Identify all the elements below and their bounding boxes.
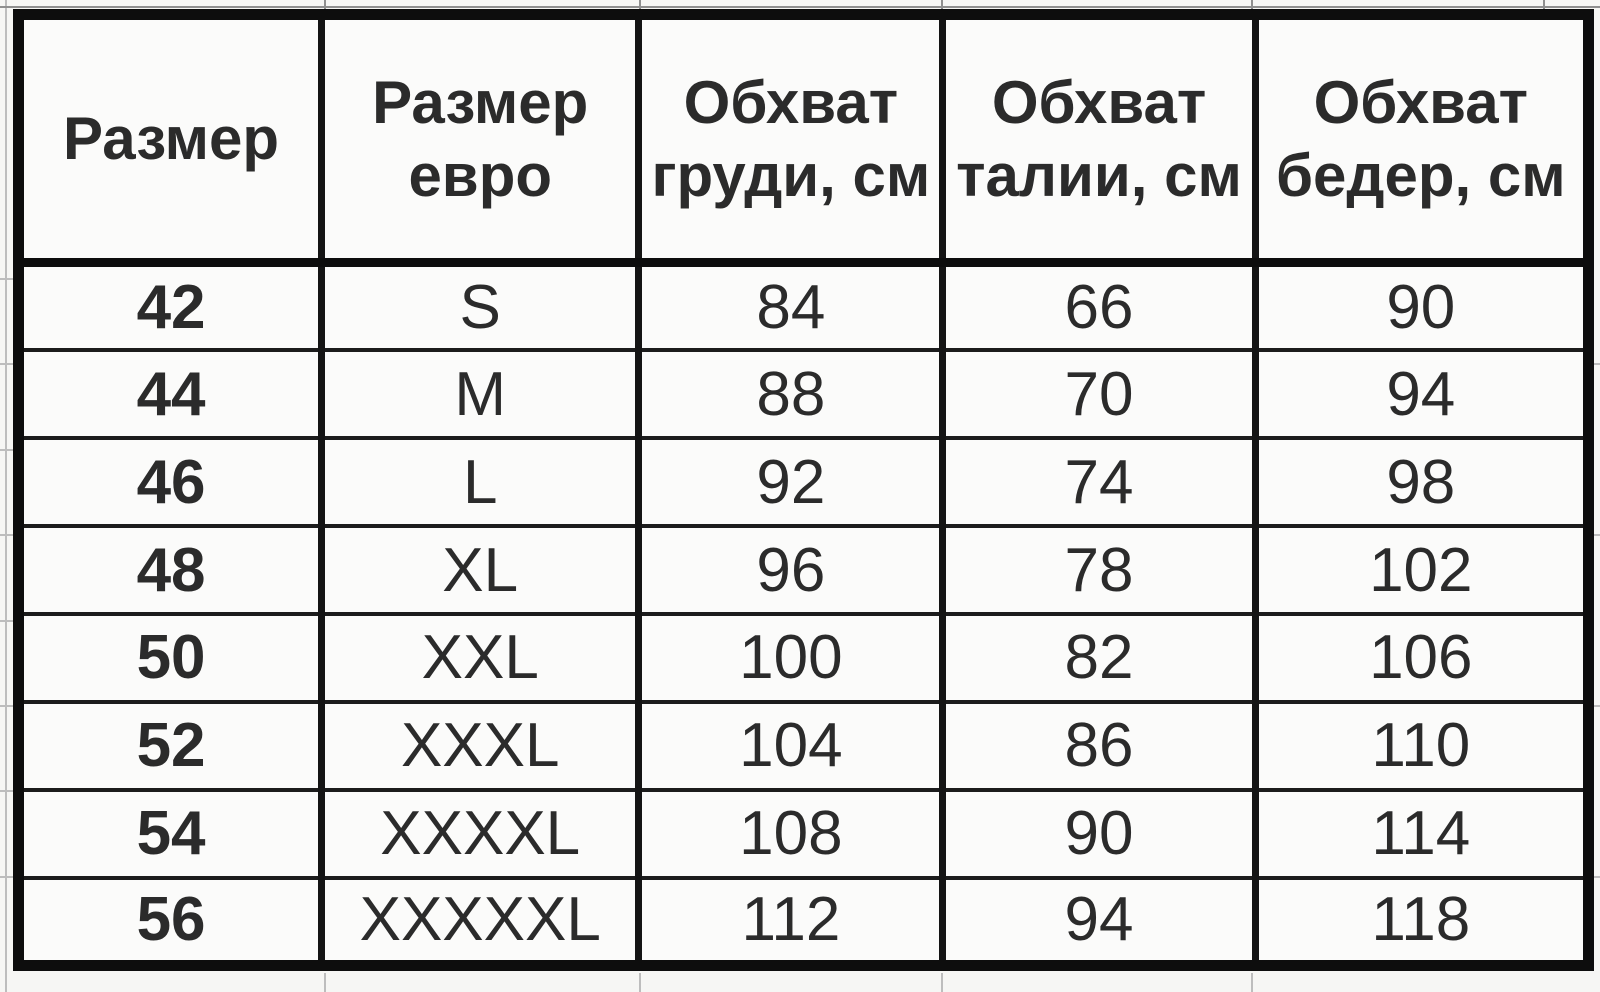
sheet-gridline bbox=[941, 0, 943, 9]
cell-euro: XXXXL bbox=[321, 789, 643, 880]
sheet-gridline bbox=[1594, 363, 1600, 365]
cell-hips: 106 bbox=[1255, 614, 1589, 704]
table-row: 50 XXL 100 82 106 bbox=[18, 614, 1589, 704]
cell-chest: 100 bbox=[638, 614, 947, 704]
cell-hips: 90 bbox=[1255, 262, 1589, 353]
cell-waist: 78 bbox=[942, 526, 1259, 616]
table-row: 54 XXXXL 108 90 114 bbox=[18, 789, 1589, 880]
sheet-gridline bbox=[639, 973, 641, 992]
cell-chest: 108 bbox=[638, 789, 947, 880]
cell-chest: 84 bbox=[638, 262, 947, 353]
cell-waist: 82 bbox=[942, 614, 1259, 704]
sheet-gridline bbox=[1594, 876, 1600, 878]
cell-chest: 88 bbox=[638, 350, 947, 441]
cell-chest: 92 bbox=[638, 438, 947, 529]
col-header-chest: Обхват груди, см bbox=[638, 14, 947, 267]
col-header-waist: Обхват талии, см bbox=[942, 14, 1259, 267]
cell-waist: 90 bbox=[942, 789, 1259, 880]
table-row: 48 XL 96 78 102 bbox=[18, 526, 1589, 616]
table-row: 46 L 92 74 98 bbox=[18, 438, 1589, 529]
sheet-gridline bbox=[0, 705, 13, 707]
sheet-gridline bbox=[639, 0, 641, 9]
cell-size: 46 bbox=[18, 438, 326, 529]
cell-size: 48 bbox=[18, 526, 326, 616]
cell-size: 54 bbox=[18, 789, 326, 880]
sheet-gridline bbox=[0, 449, 13, 451]
sheet-gridline bbox=[1251, 0, 1253, 9]
header-row: Размер Размер евро Обхват груди, см Обхв… bbox=[18, 14, 1589, 267]
cell-chest: 96 bbox=[638, 526, 947, 616]
sheet-gridline bbox=[1594, 705, 1600, 707]
sheet-gridline bbox=[0, 534, 13, 536]
cell-euro: M bbox=[321, 350, 643, 441]
cell-hips: 114 bbox=[1255, 789, 1589, 880]
cell-waist: 66 bbox=[942, 262, 1259, 353]
col-header-size: Размер bbox=[18, 14, 326, 267]
sheet-gridline bbox=[5, 0, 7, 992]
sheet-gridline bbox=[0, 790, 13, 792]
cell-size: 50 bbox=[18, 614, 326, 704]
sheet-gridline bbox=[324, 973, 326, 992]
cell-chest: 104 bbox=[638, 701, 947, 792]
cell-size: 42 bbox=[18, 262, 326, 353]
cell-hips: 94 bbox=[1255, 350, 1589, 441]
sheet-gridline bbox=[0, 6, 1600, 8]
sheet-gridline bbox=[0, 278, 13, 280]
table-row: 42 S 84 66 90 bbox=[18, 262, 1589, 353]
cell-size: 56 bbox=[18, 877, 326, 966]
cell-euro: L bbox=[321, 438, 643, 529]
cell-euro: XXXL bbox=[321, 701, 643, 792]
sheet-gridline bbox=[324, 0, 326, 9]
cell-euro: XXXXXL bbox=[321, 877, 643, 966]
table-row: 44 M 88 70 94 bbox=[18, 350, 1589, 441]
sheet-gridline bbox=[0, 876, 13, 878]
table-row: 56 XXXXXL 112 94 118 bbox=[18, 877, 1589, 966]
cell-hips: 102 bbox=[1255, 526, 1589, 616]
cell-waist: 70 bbox=[942, 350, 1259, 441]
sheet-gridline bbox=[0, 363, 13, 365]
cell-size: 52 bbox=[18, 701, 326, 792]
sheet-gridline bbox=[0, 620, 13, 622]
sheet-gridline bbox=[941, 973, 943, 992]
cell-hips: 98 bbox=[1255, 438, 1589, 529]
cell-waist: 86 bbox=[942, 701, 1259, 792]
col-header-euro-size: Размер евро bbox=[321, 14, 643, 267]
sheet-gridline bbox=[1594, 534, 1600, 536]
table-row: 52 XXXL 104 86 110 bbox=[18, 701, 1589, 792]
sheet-gridline bbox=[1543, 0, 1545, 9]
cell-hips: 110 bbox=[1255, 701, 1589, 792]
sheet-gridline bbox=[1251, 973, 1253, 992]
cell-waist: 94 bbox=[942, 877, 1259, 966]
size-chart-table: Размер Размер евро Обхват груди, см Обхв… bbox=[13, 9, 1594, 971]
cell-euro: XXL bbox=[321, 614, 643, 704]
cell-euro: S bbox=[321, 262, 643, 353]
cell-waist: 74 bbox=[942, 438, 1259, 529]
cell-size: 44 bbox=[18, 350, 326, 441]
cell-hips: 118 bbox=[1371, 885, 1471, 955]
cell-euro: XL bbox=[321, 526, 643, 616]
cell-chest: 112 bbox=[638, 877, 947, 966]
col-header-hips: Обхват бедер, см bbox=[1255, 14, 1589, 267]
